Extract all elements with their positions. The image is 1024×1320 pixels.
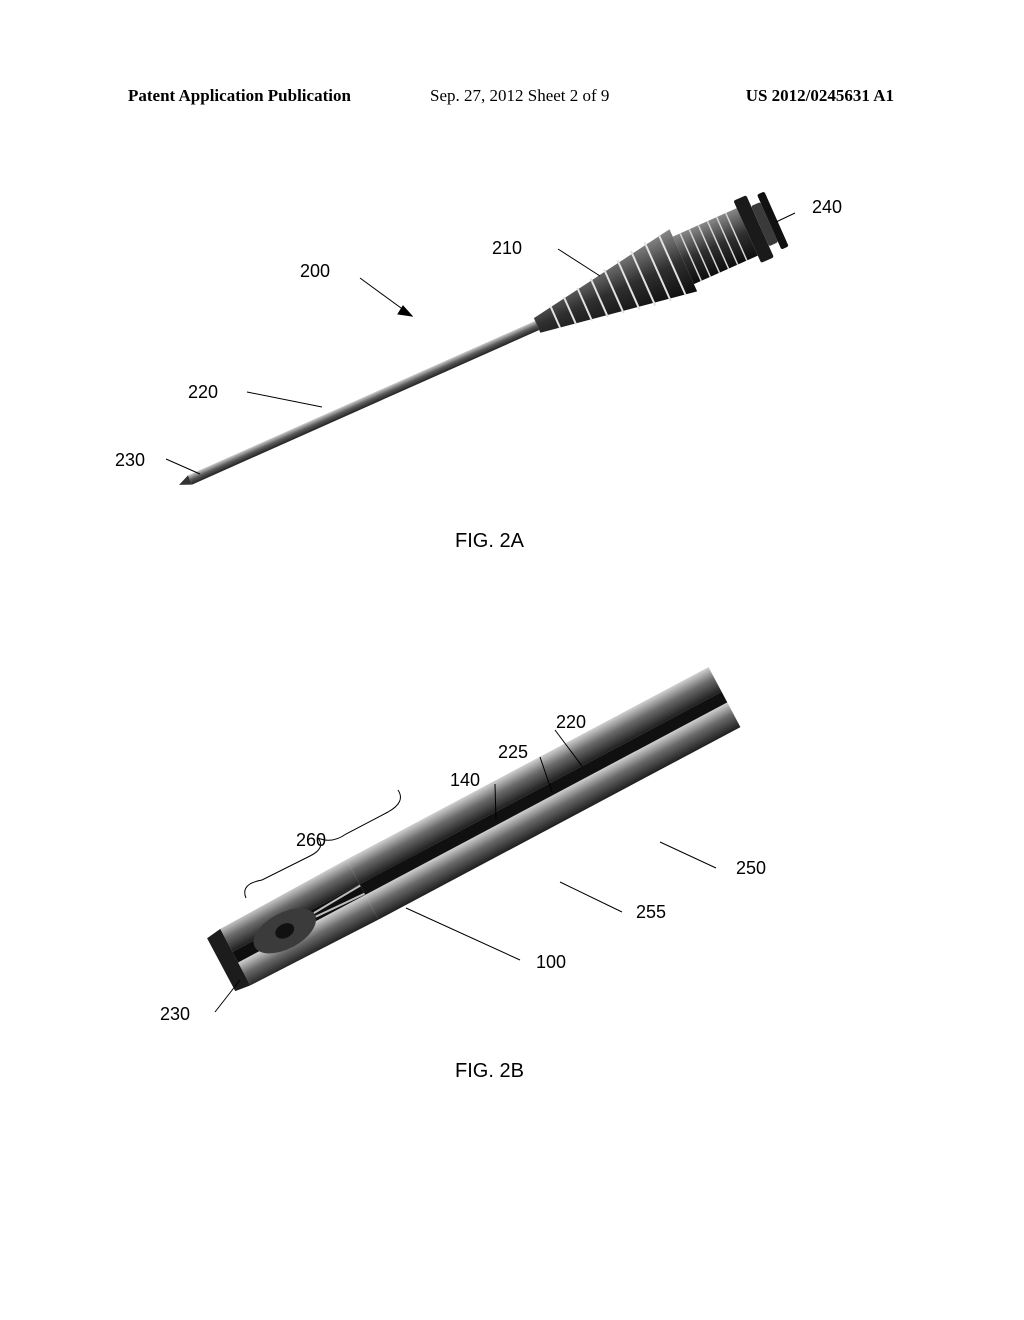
label-b220: 220 [556,712,586,733]
page: Patent Application Publication Sep. 27, … [0,0,1024,1320]
fig-2b-caption: FIG. 2B [455,1060,524,1083]
label-b100: 100 [536,952,566,973]
fig-2b-drawing [0,0,1024,1320]
label-b250: 250 [736,858,766,879]
label-b255: 255 [636,902,666,923]
label-b140: 140 [450,770,480,791]
label-b260: 260 [296,830,326,851]
label-b225: 225 [498,742,528,763]
label-b230: 230 [160,1004,190,1025]
